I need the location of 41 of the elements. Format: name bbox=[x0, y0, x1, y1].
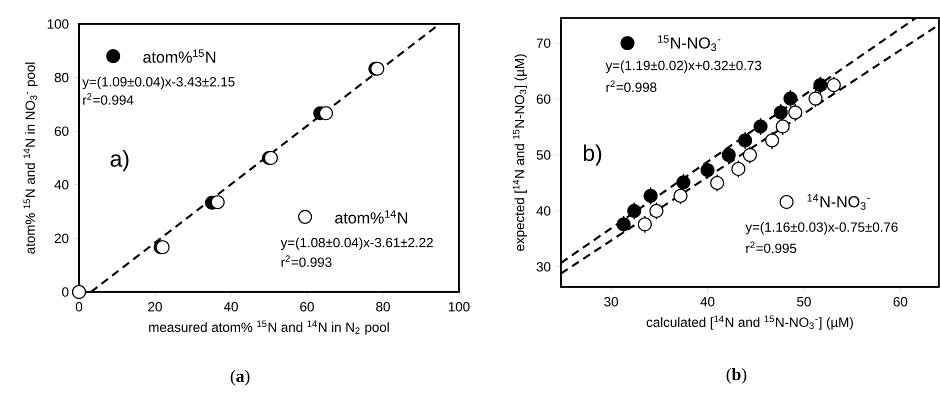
y-tick-label: 50 bbox=[536, 150, 550, 160]
x-tick-label: 60 bbox=[894, 297, 908, 306]
text: (a) bbox=[230, 370, 250, 386]
y-tick-label: 60 bbox=[536, 94, 550, 104]
legend-label: $^{14}$N-NO$_{3}$- bbox=[808, 194, 870, 210]
x-tick-label: 0 bbox=[76, 302, 82, 312]
x-tick-label: 40 bbox=[224, 302, 238, 312]
y-tick-label: 0 bbox=[62, 287, 68, 297]
annotation: r$^{2}$=0.993 bbox=[282, 255, 332, 267]
legend-label: atom%$^{15}$N bbox=[143, 50, 216, 63]
x-tick-label: 20 bbox=[148, 302, 162, 312]
y-axis-title: atom% $^{15}$N and $^{14}$N in NO$_{3}$$^{-}$ pool bbox=[24, 62, 38, 254]
annotation: y=(1.09±0.04)x-3.43±2.15 bbox=[82, 76, 235, 90]
y-tick-label: 20 bbox=[54, 234, 68, 244]
legend-label: atom%$^{14}$N bbox=[335, 210, 408, 224]
y-tick-label: 40 bbox=[536, 206, 550, 216]
annotation: y=(1.16±0.03)x-0.75±0.76 bbox=[745, 222, 898, 234]
annotation: a) bbox=[110, 150, 128, 172]
x-tick-label: 80 bbox=[376, 302, 390, 312]
annotation: y=(1.19±0.02)x+0.32±0.73 bbox=[606, 60, 762, 73]
annotation: y=(1.08±0.04)x-3.61±2.22 bbox=[280, 238, 433, 250]
y-tick-label: 60 bbox=[54, 126, 68, 136]
y-axis-title: expected [$^{14}$N and $^{15}$N-NO$_{3}$] (µM) bbox=[512, 54, 527, 251]
y-tick-label: 40 bbox=[54, 180, 68, 190]
y-tick-label: 100 bbox=[48, 19, 68, 29]
x-axis-title: measured atom% $^{15}$N and $^{14}$N in N$_{2}$ pool bbox=[149, 320, 389, 335]
annotation: b) bbox=[584, 144, 602, 166]
x-tick-label: 40 bbox=[700, 297, 714, 306]
annotation: r$^{2}$=0.995 bbox=[746, 242, 796, 254]
x-tick-label: 100 bbox=[448, 302, 470, 312]
annotation: r$^{2}$=0.994 bbox=[83, 93, 134, 105]
legend-label: $^{15}$N-NO$_{3}$- bbox=[658, 35, 720, 51]
text: (b) bbox=[726, 368, 746, 384]
x-tick-label: 30 bbox=[604, 297, 618, 306]
annotation: r$^{2}$=0.998 bbox=[606, 80, 656, 92]
x-axis-title: calculated [$^{14}$N and $^{15}$N-NO$_{3}$$^{-}$] (µM) bbox=[646, 316, 853, 330]
y-tick-label: 80 bbox=[54, 72, 68, 82]
y-tick-label: 30 bbox=[536, 262, 550, 272]
x-tick-label: 50 bbox=[797, 297, 811, 306]
y-tick-label: 70 bbox=[536, 38, 550, 48]
x-tick-label: 60 bbox=[300, 302, 314, 312]
